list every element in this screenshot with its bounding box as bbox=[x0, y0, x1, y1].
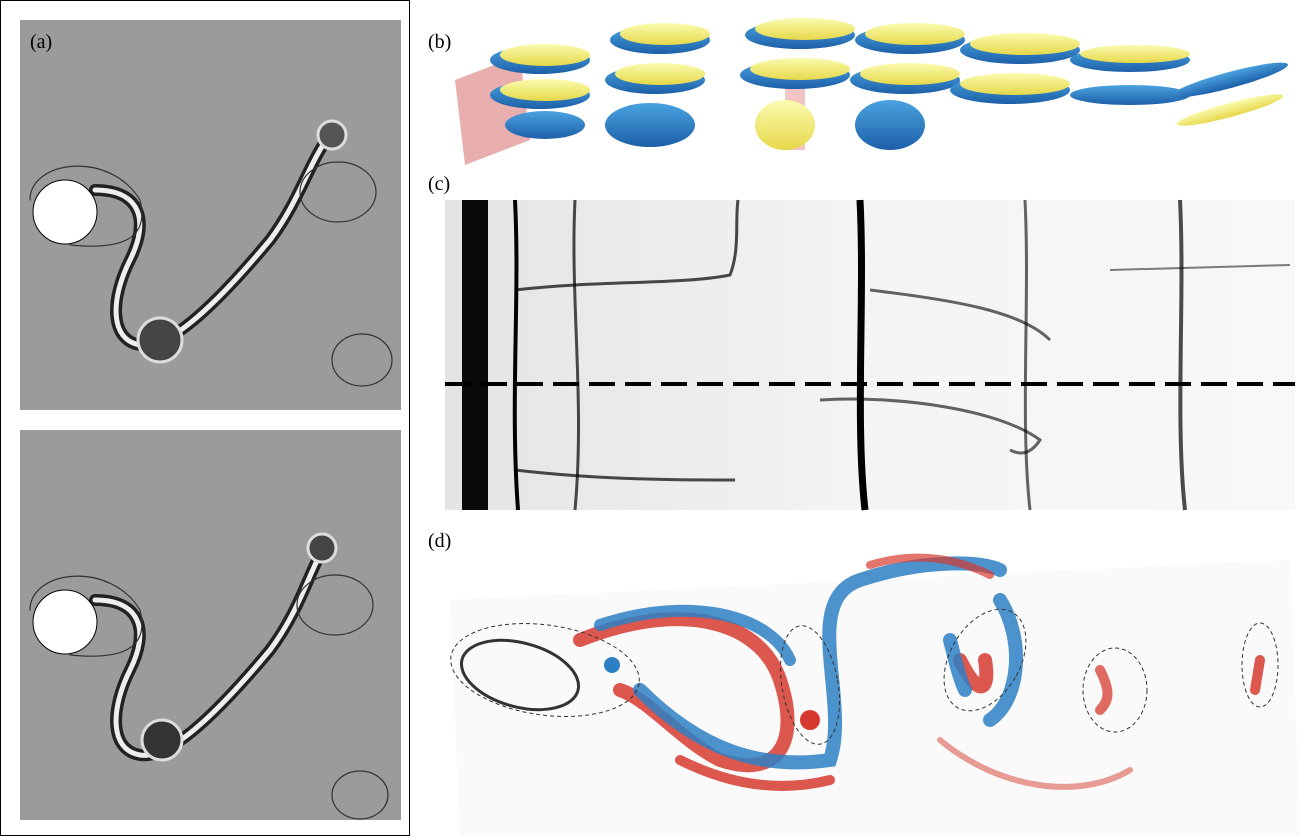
panel-label: (b) bbox=[428, 31, 451, 53]
photo bbox=[445, 200, 1295, 510]
panel-label: (d) bbox=[428, 530, 451, 552]
panel-b: (b) bbox=[428, 18, 1290, 165]
panel-label: (c) bbox=[428, 173, 450, 195]
field bbox=[450, 560, 1300, 836]
panel-c: (c) bbox=[428, 173, 1295, 510]
figure: (a) (b) bbox=[0, 0, 1301, 836]
vortex-rings bbox=[490, 18, 1290, 150]
panel-d: (d) bbox=[428, 530, 1300, 836]
panel-label: (a) bbox=[30, 31, 52, 53]
panel-a: (a) bbox=[1, 1, 410, 836]
